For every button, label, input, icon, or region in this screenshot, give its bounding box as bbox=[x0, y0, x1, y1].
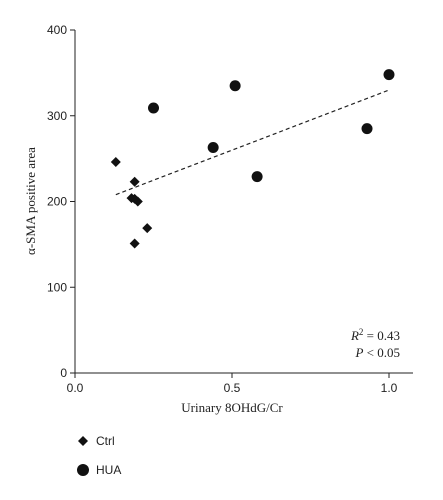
y-ticks: 0 100 200 300 400 bbox=[47, 23, 75, 380]
ctrl-point bbox=[142, 223, 153, 234]
x-tick-label: 0.0 bbox=[67, 381, 84, 395]
y-tick-label: 200 bbox=[47, 195, 67, 209]
hua-point bbox=[148, 102, 159, 114]
y-tick-label: 400 bbox=[47, 23, 67, 37]
y-tick-label: 0 bbox=[60, 366, 67, 380]
legend-circle-marker bbox=[77, 464, 89, 476]
x-tick-label: 0.5 bbox=[224, 381, 241, 395]
p-symbol: P bbox=[354, 345, 363, 360]
ctrl-point bbox=[129, 193, 140, 204]
y-axis-label: α-SMA positive area bbox=[23, 147, 38, 255]
data-points bbox=[110, 69, 395, 249]
hua-point bbox=[383, 69, 395, 81]
r2-exponent: 2 bbox=[359, 327, 364, 337]
hua-point bbox=[207, 141, 219, 153]
r2-symbol: R bbox=[350, 328, 359, 343]
axes bbox=[74, 30, 413, 374]
ctrl-point bbox=[110, 157, 121, 168]
p-value: < 0.05 bbox=[363, 345, 400, 360]
legend: Ctrl HUA bbox=[77, 434, 121, 477]
p-value-label: P < 0.05 bbox=[354, 345, 400, 360]
hua-point bbox=[229, 80, 241, 92]
x-tick-label: 1.0 bbox=[381, 381, 398, 395]
legend-label-ctrl: Ctrl bbox=[96, 434, 115, 448]
legend-item-hua: HUA bbox=[77, 463, 121, 477]
y-tick-label: 300 bbox=[47, 109, 67, 123]
hua-point bbox=[251, 171, 263, 183]
ctrl-point bbox=[129, 176, 140, 187]
legend-item-ctrl: Ctrl bbox=[78, 434, 115, 448]
legend-label-hua: HUA bbox=[96, 463, 121, 477]
r-squared-label: R2 = 0.43 bbox=[350, 327, 400, 343]
x-ticks: 0.0 0.5 1.0 bbox=[67, 373, 398, 395]
legend-diamond-marker bbox=[78, 436, 88, 446]
y-tick-label: 100 bbox=[47, 280, 67, 294]
ctrl-point bbox=[129, 238, 140, 249]
r2-value: = 0.43 bbox=[363, 328, 400, 343]
x-axis-label: Urinary 8OHdG/Cr bbox=[181, 400, 283, 415]
hua-point bbox=[361, 123, 373, 135]
